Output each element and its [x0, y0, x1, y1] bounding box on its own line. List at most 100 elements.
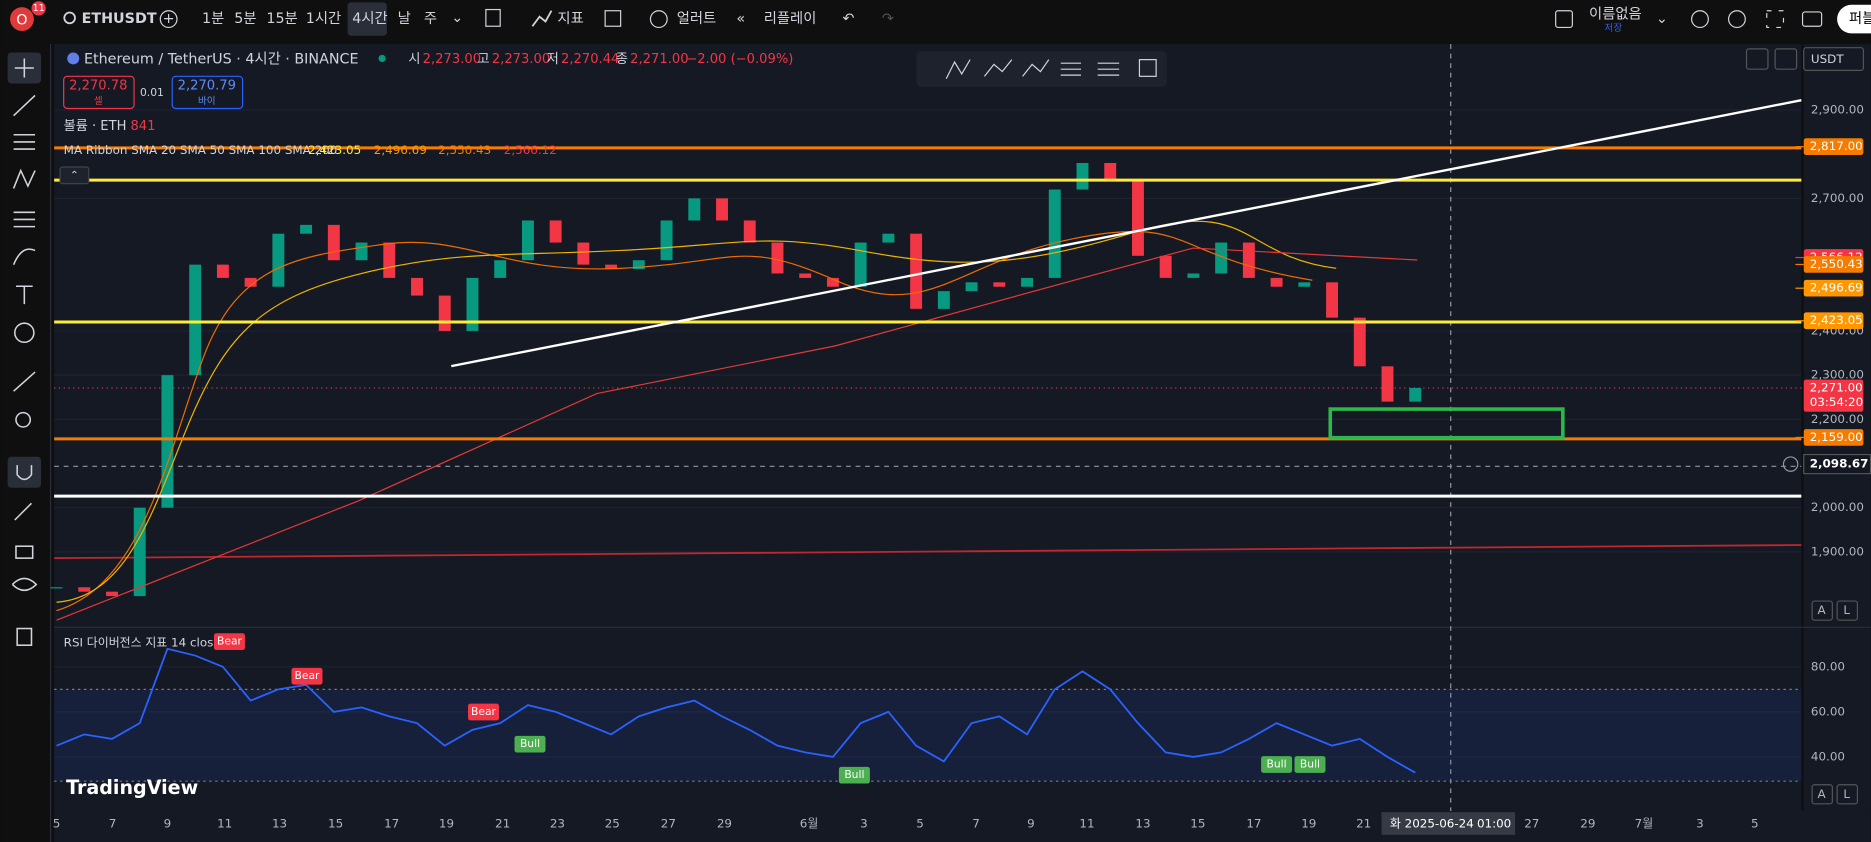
interval-dropdown[interactable]: ⌄ [451, 10, 463, 26]
layout-name[interactable]: 이름없음 [1589, 5, 1642, 22]
wave-icon[interactable] [983, 59, 1013, 77]
collapse-icon: ⌃ [70, 168, 79, 181]
emoji-tool[interactable] [14, 322, 35, 344]
time-label: 9 [164, 817, 172, 831]
redo[interactable]: ↷ [882, 11, 894, 27]
crosshair-tool[interactable] [14, 58, 34, 78]
user-avatar[interactable] [10, 7, 34, 32]
interval[interactable]: 1시간 [306, 10, 341, 27]
log-button[interactable] [1836, 600, 1859, 621]
auto: A [1818, 603, 1827, 617]
currency-button[interactable] [1803, 47, 1864, 71]
ma-value: 2,496.69 [374, 143, 427, 157]
pattern-icon[interactable] [945, 59, 971, 79]
time-label: 15 [1190, 817, 1205, 831]
chart-pane [54, 44, 1802, 811]
interval[interactable]: 5분 [234, 11, 256, 27]
candle [383, 242, 396, 278]
signal-bg [514, 735, 546, 753]
indicators-icon[interactable] [531, 10, 553, 27]
add-symbol[interactable] [159, 10, 178, 29]
sell-button[interactable] [63, 75, 135, 110]
fib-icon[interactable] [1060, 62, 1082, 76]
time-label: 29 [1580, 817, 1595, 831]
interval[interactable]: 4시간 [352, 10, 387, 27]
price-tag-bg [1803, 256, 1864, 273]
draw-mode-tool[interactable] [14, 502, 33, 521]
collapse-button[interactable] [59, 166, 90, 185]
fullscreen[interactable] [1766, 10, 1785, 29]
ruler-tool[interactable] [13, 371, 36, 392]
crosshair-time-tag [1381, 812, 1516, 835]
alert-icon[interactable] [649, 10, 668, 29]
alert[interactable]: 얼러트 [677, 10, 716, 27]
close-label: 종 [616, 52, 628, 67]
rect-icon[interactable] [1138, 59, 1157, 77]
candle [688, 198, 701, 221]
fib-tool[interactable] [13, 133, 36, 150]
trendline-tool[interactable] [13, 94, 36, 117]
candle [632, 260, 645, 270]
interval[interactable]: 주 [424, 11, 437, 27]
search-icon[interactable] [63, 11, 76, 25]
interval[interactable]: 날 [398, 10, 411, 27]
price-tag: 2,550.43 [1810, 257, 1863, 271]
time-label: 7월 [1635, 817, 1654, 831]
layout-icon[interactable] [1555, 10, 1573, 29]
log-button[interactable] [1836, 784, 1859, 805]
candle [1381, 366, 1394, 402]
reset-button[interactable] [1774, 48, 1798, 70]
replay-icon[interactable]: « [736, 11, 745, 27]
add-alert[interactable] [1782, 456, 1799, 472]
prediction-tool[interactable] [13, 211, 36, 228]
scroll-button[interactable] [1745, 48, 1769, 70]
chart-type-icon[interactable] [485, 8, 501, 27]
candle [466, 277, 479, 331]
auto-button[interactable] [1811, 784, 1833, 805]
time-label: 25 [605, 817, 620, 831]
candle [1215, 242, 1228, 274]
candle [1242, 242, 1255, 278]
range-icon[interactable] [1097, 62, 1120, 76]
settings[interactable] [1728, 10, 1746, 29]
indicators[interactable]: 지표 [557, 10, 583, 27]
brush-tool[interactable] [12, 248, 36, 266]
price-tick-label: 2,700.00 [1811, 191, 1864, 205]
candle [1187, 273, 1200, 278]
quick-search[interactable] [1691, 10, 1709, 29]
hide-tool[interactable] [11, 577, 38, 592]
time-label: 3 [1696, 817, 1704, 831]
snapshot[interactable] [1801, 11, 1823, 27]
interval[interactable]: 1분 [202, 11, 224, 27]
market-status [378, 54, 386, 63]
candle [327, 224, 340, 261]
publish-button[interactable] [1837, 4, 1871, 34]
templates-icon[interactable] [604, 10, 622, 27]
abcd-icon[interactable] [1022, 59, 1050, 77]
auto-button[interactable] [1811, 600, 1833, 621]
low-label: 저 [547, 51, 559, 67]
time-label: 23 [550, 817, 565, 831]
layout-dropdown[interactable]: ⌄ [1656, 11, 1668, 27]
buy-button[interactable] [171, 75, 244, 110]
crosshair-time: 01:00 [1477, 817, 1511, 831]
ma-value: 2,550.43 [438, 143, 491, 157]
lock-tool[interactable] [15, 545, 34, 559]
low-value: 2,270.44 [561, 52, 619, 67]
text-tool[interactable] [15, 285, 33, 305]
delete-tool[interactable] [16, 627, 33, 646]
interval[interactable]: 15분 [266, 11, 297, 27]
price-tick-label: 2,200.00 [1811, 412, 1864, 426]
zoom-tool[interactable] [15, 411, 32, 428]
pattern-tool[interactable] [12, 168, 36, 189]
magnet-tool[interactable] [16, 465, 33, 481]
undo[interactable]: ↶ [842, 11, 854, 27]
save[interactable]: 저장 [1605, 23, 1623, 34]
candle [549, 220, 562, 243]
signal-bg [1294, 756, 1326, 773]
time-label: 17 [1246, 817, 1261, 831]
symbol[interactable]: ETHUSDT [82, 11, 157, 27]
replay[interactable]: 리플레이 [764, 10, 817, 27]
candle [771, 242, 784, 274]
